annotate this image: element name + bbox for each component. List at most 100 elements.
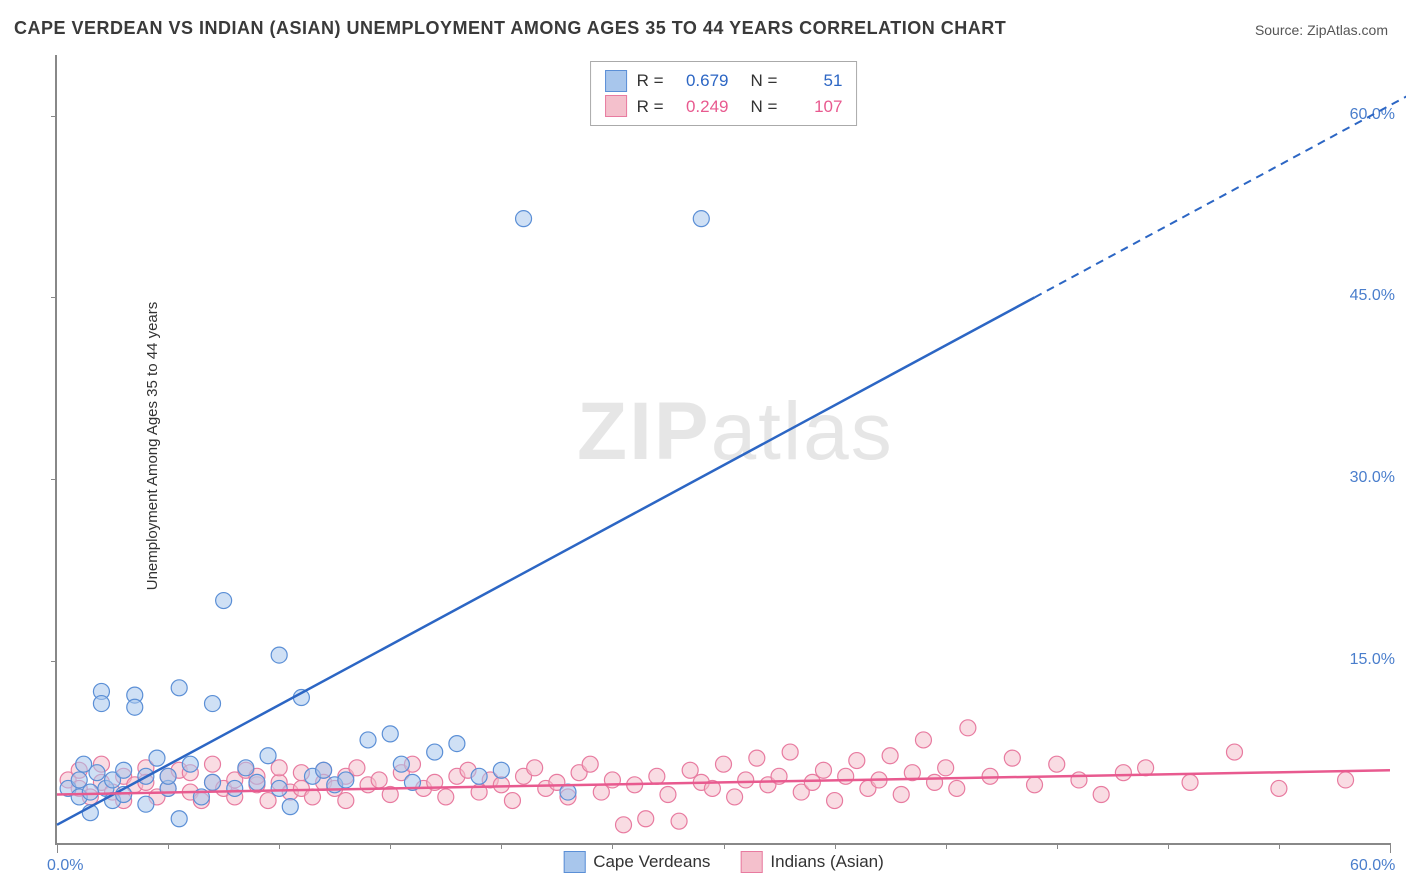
xtick-mark: [57, 843, 58, 853]
legend-series-name: Cape Verdeans: [593, 852, 710, 872]
data-point: [927, 774, 943, 790]
data-point: [360, 732, 376, 748]
data-point: [93, 696, 109, 712]
data-point: [782, 744, 798, 760]
data-point: [915, 732, 931, 748]
data-point: [716, 756, 732, 772]
data-point: [527, 760, 543, 776]
data-point: [271, 780, 287, 796]
data-point: [127, 699, 143, 715]
legend-swatch: [563, 851, 585, 873]
legend-swatch: [740, 851, 762, 873]
data-point: [249, 774, 265, 790]
data-point: [471, 768, 487, 784]
data-point: [493, 762, 509, 778]
data-point: [1004, 750, 1020, 766]
data-point: [227, 780, 243, 796]
trend-line-dashed: [1035, 45, 1406, 297]
xtick-minor: [1168, 843, 1169, 849]
data-point: [815, 762, 831, 778]
xtick-label: 60.0%: [1350, 857, 1395, 875]
data-point: [260, 748, 276, 764]
data-point: [960, 720, 976, 736]
data-point: [205, 756, 221, 772]
data-point: [1226, 744, 1242, 760]
data-point: [727, 789, 743, 805]
data-point: [516, 211, 532, 227]
data-point: [671, 813, 687, 829]
data-point: [149, 750, 165, 766]
data-point: [1027, 777, 1043, 793]
xtick-minor: [390, 843, 391, 849]
data-point: [338, 793, 354, 809]
data-point: [427, 744, 443, 760]
data-point: [1271, 780, 1287, 796]
data-point: [371, 772, 387, 788]
chart-svg: [57, 55, 1390, 843]
data-point: [738, 772, 754, 788]
bottom-legend-item: Indians (Asian): [740, 851, 883, 873]
data-point: [116, 762, 132, 778]
plot-area: ZIPatlas R = 0.679N = 51R = 0.249N = 107…: [55, 55, 1390, 845]
data-point: [616, 817, 632, 833]
data-point: [171, 811, 187, 827]
data-point: [449, 736, 465, 752]
data-point: [205, 696, 221, 712]
data-point: [1182, 774, 1198, 790]
data-point: [749, 750, 765, 766]
data-point: [949, 780, 965, 796]
bottom-legend-item: Cape Verdeans: [563, 851, 710, 873]
data-point: [638, 811, 654, 827]
data-point: [238, 760, 254, 776]
data-point: [938, 760, 954, 776]
data-point: [1049, 756, 1065, 772]
chart-title: CAPE VERDEAN VS INDIAN (ASIAN) UNEMPLOYM…: [14, 18, 1006, 39]
data-point: [838, 768, 854, 784]
data-point: [338, 772, 354, 788]
xtick-minor: [835, 843, 836, 849]
data-point: [438, 789, 454, 805]
data-point: [89, 765, 105, 781]
xtick-minor: [1279, 843, 1280, 849]
data-point: [693, 211, 709, 227]
trend-line: [57, 297, 1035, 824]
xtick-minor: [168, 843, 169, 849]
data-point: [1093, 787, 1109, 803]
bottom-legend: Cape Verdeans Indians (Asian): [563, 851, 884, 873]
data-point: [205, 774, 221, 790]
data-point: [160, 768, 176, 784]
xtick-minor: [724, 843, 725, 849]
data-point: [271, 647, 287, 663]
data-point: [504, 793, 520, 809]
data-point: [1071, 772, 1087, 788]
data-point: [216, 593, 232, 609]
xtick-minor: [946, 843, 947, 849]
xtick-mark: [1390, 843, 1391, 853]
data-point: [660, 787, 676, 803]
xtick-minor: [501, 843, 502, 849]
data-point: [304, 789, 320, 805]
data-point: [316, 762, 332, 778]
xtick-minor: [279, 843, 280, 849]
xtick-label: 0.0%: [47, 857, 83, 875]
legend-series-name: Indians (Asian): [770, 852, 883, 872]
data-point: [393, 756, 409, 772]
data-point: [382, 726, 398, 742]
data-point: [138, 796, 154, 812]
data-point: [1338, 772, 1354, 788]
data-point: [827, 793, 843, 809]
data-point: [882, 748, 898, 764]
data-point: [493, 777, 509, 793]
data-point: [893, 787, 909, 803]
data-point: [282, 799, 298, 815]
data-point: [1115, 765, 1131, 781]
data-point: [582, 756, 598, 772]
source-prefix: Source:: [1255, 22, 1307, 38]
xtick-minor: [1057, 843, 1058, 849]
source-attribution: Source: ZipAtlas.com: [1255, 22, 1388, 38]
source-name: ZipAtlas.com: [1307, 22, 1388, 38]
data-point: [182, 756, 198, 772]
data-point: [649, 768, 665, 784]
data-point: [849, 753, 865, 769]
data-point: [171, 680, 187, 696]
